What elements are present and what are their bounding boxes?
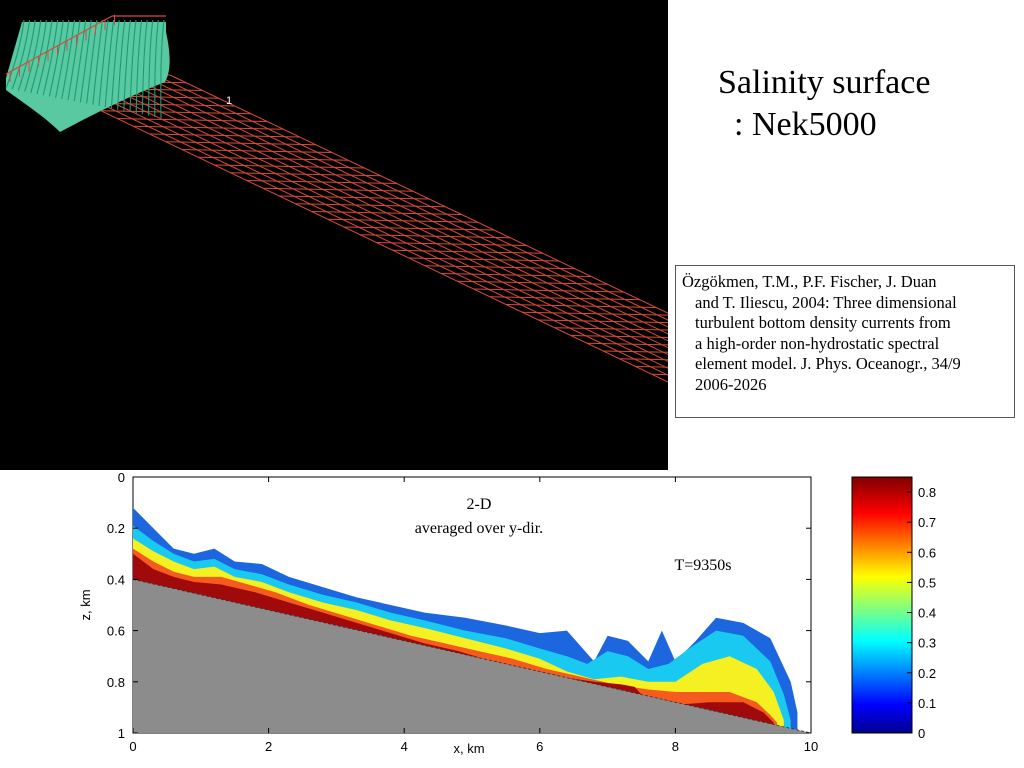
salinity-surface-contour [141,19,148,115]
citation-line-1: Özgökmen, T.M., P.F. Fischer, J. Duan [682,272,937,291]
x-tick-label: 4 [401,739,408,754]
salinity-contour-band [133,553,774,725]
salinity-surface-contour [160,19,165,119]
mesh-marker-label: 1 [226,95,232,107]
x-tick-label: 2 [265,739,272,754]
x-tick-label: 0 [129,739,136,754]
y-tick-label: 0.6 [107,624,125,639]
salinity-surface-contour [61,19,75,99]
salinity-surface-contour [73,19,87,102]
colorbar-tick-label: 0.6 [918,545,936,560]
colorbar-tick-label: 0.4 [918,606,936,621]
mesh-line [635,366,668,368]
mesh-line [139,73,668,328]
title-line-2: : Nek5000 [734,106,877,143]
mesh-line [154,74,668,321]
y-tick-label: 0.2 [107,521,125,536]
x-axis-label: x, km [453,741,484,756]
salinity-surface-contour [30,19,47,93]
salinity-section-chart: 0 2 4 6 8 10 0 0.2 0.4 0.6 0.8 1 2-D averaged over … [78,470,936,756]
colorbar-tick-label: 0.3 [918,636,936,651]
mesh-grid [19,71,668,383]
colorbar-tick-label: 0.8 [918,485,936,500]
citation-line-3: turbulent bottom density currents from [695,313,951,332]
mesh-line [169,74,668,314]
x-tick-label: 8 [672,739,679,754]
salinity-surface-contour [42,19,59,96]
salinity-surface-contour [55,19,70,98]
colorbar [851,476,913,734]
colorbar-tick-label: 0.1 [918,696,936,711]
colorbar-tick-label: 0.5 [918,575,936,590]
salinity-surface-contour [117,19,126,110]
y-tick-label: 0.8 [107,675,125,690]
salinity-surface-contour [79,19,92,103]
citation-line-6: 2006-2026 [695,374,767,394]
x-tick-label: 6 [536,739,543,754]
salinity-surface-contour [154,19,159,117]
mesh-line [79,72,668,356]
salinity-surface-contour [5,19,25,89]
mesh-line [94,73,668,349]
colorbar-tick-label: 0.7 [918,515,936,530]
spectral-element-mesh: 1 [5,14,668,383]
mesh-line [109,73,668,342]
mesh-line [49,72,668,369]
colorbar-ticks: 0.8 0.7 0.6 0.5 0.4 0.3 0.2 0.1 0 [907,485,936,741]
citation-line-4: a high-order non-hydrostatic spectral [695,333,940,353]
mesh-line [124,73,668,335]
salinity-surface-contour [148,19,154,116]
salinity-surface-contour [110,19,120,109]
citation-line-5: element model. J. Phys. Oceanogr., 34/9 [695,354,961,373]
annotation-averaged: averaged over y-dir. [415,520,543,537]
salinity-surface-contour [129,19,137,113]
mesh-line [586,342,668,346]
mesh-edge-left [5,15,113,75]
salinity-surface-3d [5,14,170,132]
slide-title: Salinity surface : Nek5000 [718,62,1018,146]
salinity-surface-contour [104,19,115,108]
mesh-line [619,358,668,361]
salinity-contour-band [133,538,784,727]
salinity-contours [133,507,811,733]
salinity-surface-contour [11,19,31,90]
y-tick-label: 0 [118,470,125,485]
mesh-line [34,71,668,376]
colorbar-tick-label: 0.2 [918,666,936,681]
citation-box: Özgökmen, T.M., P.F. Fischer, J. Duan an… [675,265,1015,418]
salinity-surface-contour [123,19,131,111]
salinity-surface-contour [17,19,36,91]
mesh-line [603,350,668,353]
mesh-panel: 1 [0,0,668,470]
salinity-surface-contour [24,19,42,92]
y-axis-label: z, km [78,589,93,620]
salinity-surface-contour [98,19,109,107]
colorbar-tick-label: 0 [918,726,925,741]
x-tick-label: 10 [804,739,818,754]
salinity-surface-contour [36,19,53,95]
y-tick-label: 0.4 [107,572,125,587]
salinity-surface-contour [67,19,81,101]
mesh-line [19,71,668,383]
mesh-line [64,72,668,362]
y-tick-label: 1 [118,726,125,741]
citation-line-2: and T. Iliescu, 2004: Three dimensional [695,292,957,312]
annotation-2d: 2-D [467,496,492,513]
title-line-1: Salinity surface [718,64,931,101]
annotation-time: T=9350s [674,557,731,574]
salinity-surface-contour [92,19,103,105]
chart-axes: 0 2 4 6 8 10 0 0.2 0.4 0.6 0.8 1 [107,470,818,754]
bathymetry-line [133,579,811,733]
salinity-surface-contour [135,19,143,114]
